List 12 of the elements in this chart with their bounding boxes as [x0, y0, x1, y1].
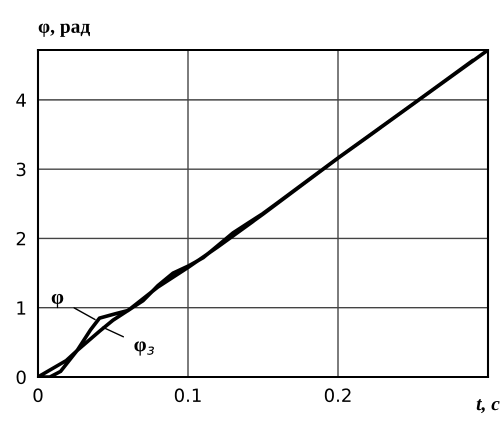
annotation: φ$_{з}$ — [134, 341, 154, 356]
y-axis-title: φ, рад — [38, 24, 90, 37]
annotation: φ — [52, 294, 64, 308]
y-tick-label: 1 — [17, 301, 26, 315]
y-tick-label: 2 — [16, 232, 26, 246]
x-tick-label: 0.2 — [324, 388, 351, 402]
y-tick-label: 4 — [16, 94, 26, 107]
y-tick-label: 0 — [16, 370, 26, 384]
x-tick-label: 0.1 — [174, 388, 201, 402]
x-axis-title: t, c — [476, 399, 500, 414]
x-tick-label: 0 — [33, 388, 43, 402]
y-tick-label: 3 — [16, 162, 26, 176]
